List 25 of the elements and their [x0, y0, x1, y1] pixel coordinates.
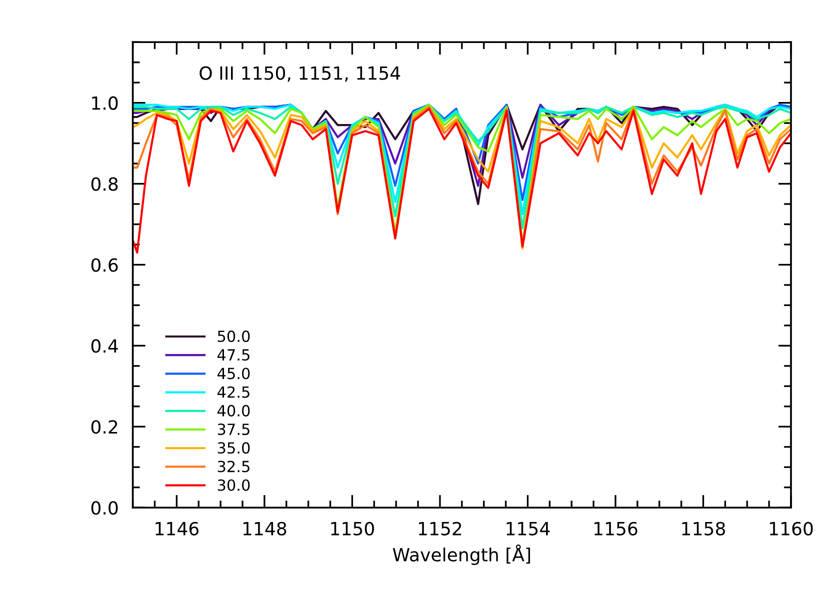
x-tick-label: 1156: [594, 522, 638, 536]
y-tick-label: 0.0: [91, 501, 118, 515]
legend-label: 40.0: [217, 404, 250, 416]
x-tick-label: 1152: [418, 522, 462, 536]
annotation: O III 1150, 1151, 1154: [200, 66, 400, 82]
x-tick-label: 1158: [682, 522, 725, 536]
legend-label: 50.0: [218, 330, 250, 342]
legend-label: 45.0: [217, 368, 250, 380]
legend-label: 42.5: [217, 386, 250, 398]
y-tick-label: 0.8: [91, 177, 118, 191]
legend-label: 37.5: [218, 424, 250, 436]
x-axis-title: Wavelength [Å]: [392, 544, 530, 566]
x-tick-label: 1150: [331, 522, 374, 536]
legend-label: 47.5: [217, 349, 250, 361]
x-tick-label: 1148: [243, 522, 286, 536]
x-tick-label: 1154: [506, 522, 550, 536]
legend-label: 30.0: [218, 479, 250, 491]
x-tick-label: 1146: [156, 522, 199, 536]
y-tick-label: 0.2: [91, 420, 118, 434]
legend-label: 32.5: [218, 460, 250, 472]
y-tick-label: 0.6: [91, 258, 118, 272]
y-tick-label: 1.0: [92, 96, 118, 110]
legend-label: 35.0: [218, 442, 250, 454]
x-tick-label: 1160: [770, 522, 813, 536]
y-tick-label: 0.4: [91, 339, 118, 353]
